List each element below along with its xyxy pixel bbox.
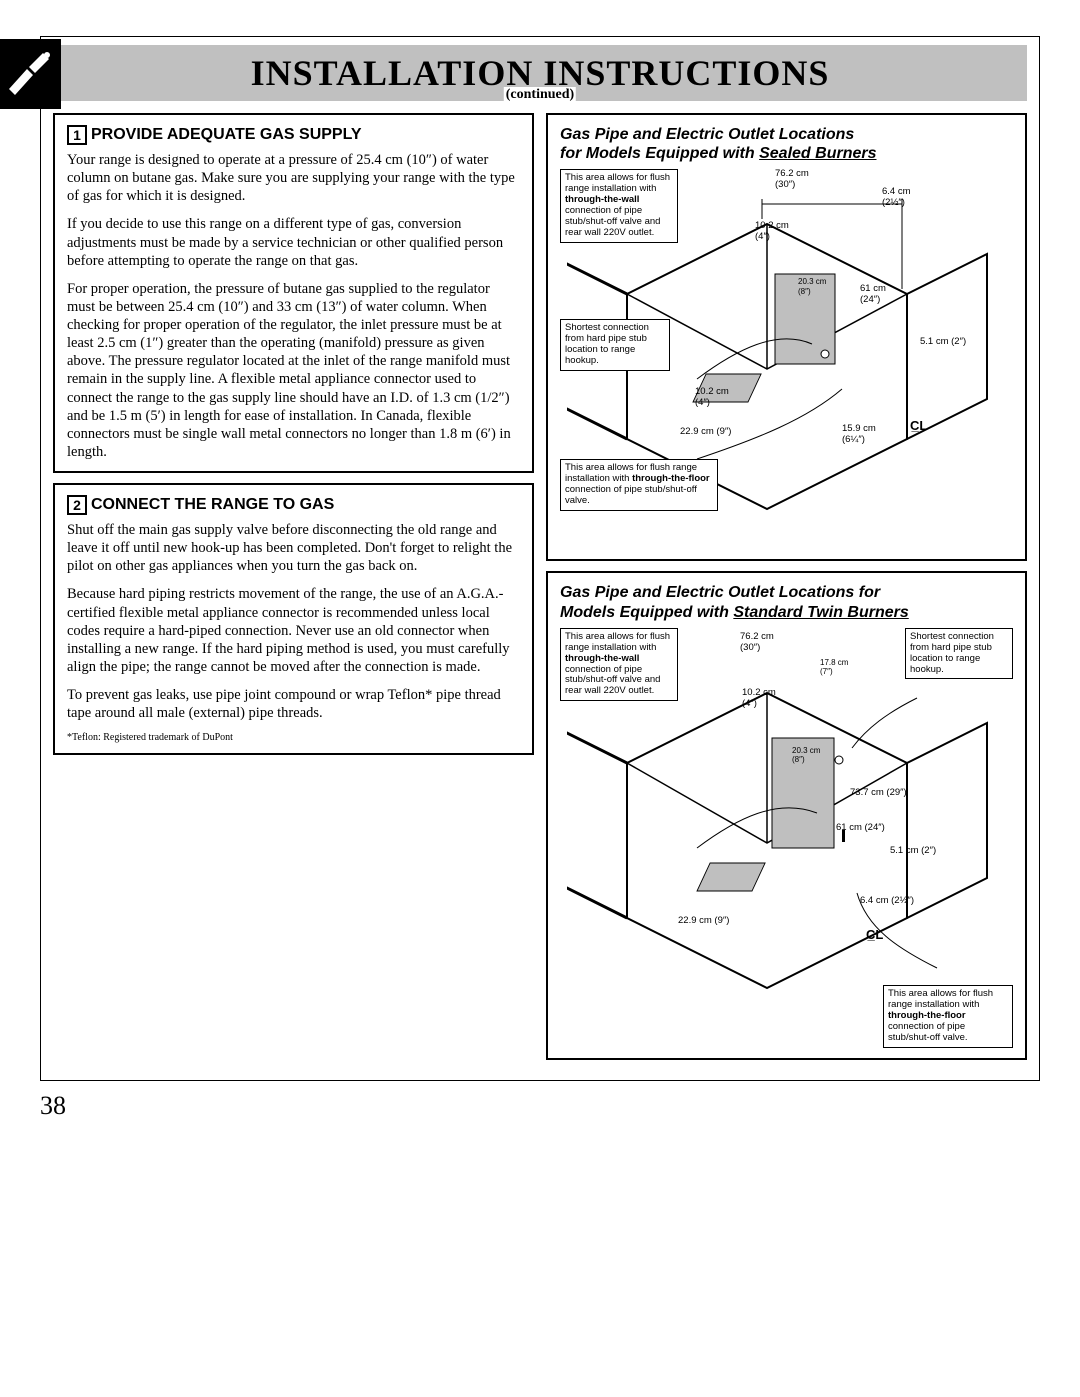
d2-4: 10.2 cm(4″): [742, 688, 776, 710]
diagram-1-title: Gas Pipe and Electric Outlet Locations f…: [560, 125, 1013, 163]
d2-9: 22.9 cm (9″): [678, 916, 729, 927]
d2-box-floor: This area allows for flush range install…: [883, 985, 1013, 1048]
step-2-num: 2: [67, 495, 87, 515]
d2-25: 6.4 cm (2½″): [860, 896, 914, 907]
diagram-1: This area allows for flush range install…: [560, 169, 1013, 549]
page-frame: INSTALLATION INSTRUCTIONS (continued) 1 …: [40, 36, 1040, 1081]
step-1-p1: Your range is designed to operate at a p…: [67, 151, 520, 205]
diagram-2-title: Gas Pipe and Electric Outlet Locations f…: [560, 583, 1013, 621]
d1-box-floor: This area allows for flush range install…: [560, 459, 718, 511]
d2-2: 5.1 cm (2″): [890, 846, 936, 857]
d2-8: 20.3 cm(8″): [792, 746, 820, 764]
step-1-p3: For proper operation, the pressure of bu…: [67, 280, 520, 461]
d1-cl: C̲L: [910, 419, 927, 434]
step-1-title: PROVIDE ADEQUATE GAS SUPPLY: [91, 126, 362, 144]
step-1-p2: If you decide to use this range on a dif…: [67, 215, 520, 269]
d1-box-wall: This area allows for flush range install…: [560, 169, 678, 243]
step-1-num: 1: [67, 125, 87, 145]
d2-box-short: Shortest connection from hard pipe stub …: [905, 628, 1013, 680]
d1-4: 10.2 cm(4″): [755, 221, 789, 243]
d2-cl: C̲L: [866, 928, 883, 943]
step-1-heading: 1 PROVIDE ADEQUATE GAS SUPPLY: [67, 125, 520, 145]
diagram-1-box: Gas Pipe and Electric Outlet Locations f…: [546, 113, 1027, 561]
d1-30: 76.2 cm(30″): [775, 169, 809, 191]
d1-8: 20.3 cm(8″): [798, 277, 826, 295]
d1-box-short: Shortest connection from hard pipe stub …: [560, 319, 670, 371]
d2-24: 61 cm (24″): [836, 823, 885, 834]
d1-9: 22.9 cm (9″): [680, 427, 731, 438]
d1-614: 15.9 cm(6¼″): [842, 424, 876, 446]
hand-icon: [0, 39, 61, 109]
right-col: Gas Pipe and Electric Outlet Locations f…: [546, 113, 1027, 1060]
d1-25: 6.4 cm(2½″): [882, 187, 911, 209]
step-2-title: CONNECT THE RANGE TO GAS: [91, 496, 334, 514]
d1-24: 61 cm(24″): [860, 284, 886, 306]
columns: 1 PROVIDE ADEQUATE GAS SUPPLY Your range…: [53, 113, 1027, 1060]
step-1-box: 1 PROVIDE ADEQUATE GAS SUPPLY Your range…: [53, 113, 534, 473]
page-number: 38: [40, 1091, 1040, 1121]
header-bar: INSTALLATION INSTRUCTIONS (continued): [53, 45, 1027, 101]
page-title: INSTALLATION INSTRUCTIONS: [251, 55, 830, 91]
step-2-box: 2 CONNECT THE RANGE TO GAS Shut off the …: [53, 483, 534, 755]
step-2-foot: *Teflon: Registered trademark of DuPont: [67, 732, 520, 743]
step-2-heading: 2 CONNECT THE RANGE TO GAS: [67, 495, 520, 515]
diagram-2: This area allows for flush range install…: [560, 628, 1013, 1048]
d2-7: 17.8 cm(7″): [820, 658, 848, 676]
d2-29: 73.7 cm (29″): [850, 788, 907, 799]
left-col: 1 PROVIDE ADEQUATE GAS SUPPLY Your range…: [53, 113, 534, 1060]
step-2-p3: To prevent gas leaks, use pipe joint com…: [67, 686, 520, 722]
subtitle: (continued): [504, 87, 576, 103]
step-2-p2: Because hard piping restricts movement o…: [67, 585, 520, 676]
step-2-p1: Shut off the main gas supply valve befor…: [67, 521, 520, 575]
d1-4c: 10.2 cm(4″): [695, 387, 729, 409]
d2-box-wall: This area allows for flush range install…: [560, 628, 678, 702]
d1-2: 5.1 cm (2″): [920, 337, 966, 348]
d2-30: 76.2 cm(30″): [740, 632, 774, 654]
diagram-2-box: Gas Pipe and Electric Outlet Locations f…: [546, 571, 1027, 1059]
